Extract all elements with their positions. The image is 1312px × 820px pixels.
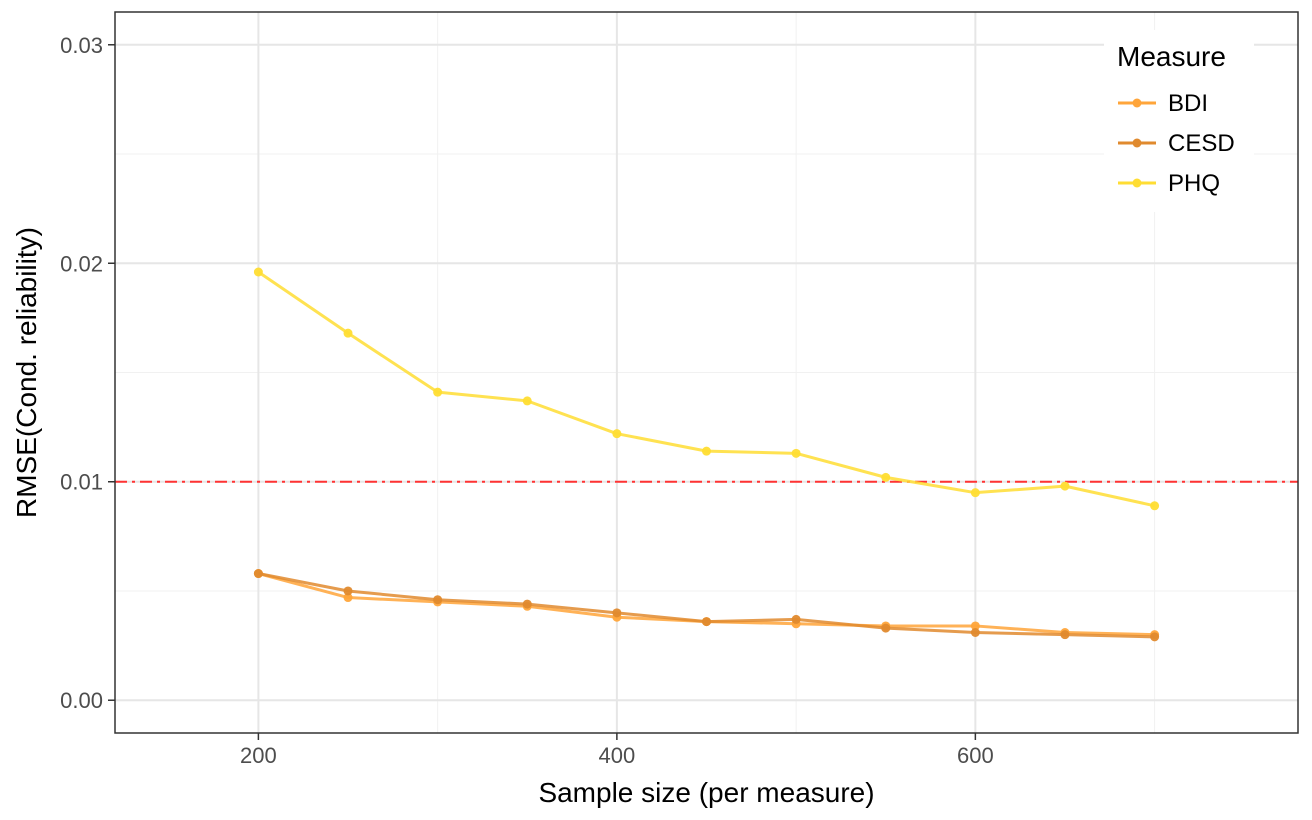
data-point-cesd bbox=[791, 614, 801, 624]
series-lines bbox=[253, 267, 1160, 642]
series-bdi bbox=[253, 569, 1160, 640]
data-point-phq bbox=[702, 446, 711, 456]
y-tick-label: 0.01 bbox=[60, 470, 103, 495]
data-point-phq bbox=[522, 396, 532, 406]
legend-key-point-bdi bbox=[1132, 98, 1142, 108]
data-point-phq bbox=[253, 267, 263, 277]
legend-key-point-cesd bbox=[1132, 138, 1142, 148]
data-point-phq bbox=[433, 387, 443, 397]
plot-panel-border bbox=[114, 11, 1299, 734]
data-point-cesd bbox=[1060, 630, 1070, 640]
data-point-cesd bbox=[1150, 632, 1160, 642]
data-point-cesd bbox=[612, 608, 622, 618]
data-point-phq bbox=[343, 328, 353, 338]
x-tick-label: 600 bbox=[957, 743, 994, 768]
y-tick-label: 0.00 bbox=[60, 688, 103, 713]
legend-item-phq: PHQ bbox=[1118, 170, 1220, 197]
data-point-cesd bbox=[433, 595, 443, 605]
data-point-phq bbox=[1150, 501, 1160, 511]
legend-item-bdi: BDI bbox=[1118, 90, 1208, 117]
y-tick-label: 0.02 bbox=[60, 251, 103, 276]
series-line-cesd bbox=[258, 572, 1155, 639]
series-line-phq bbox=[257, 270, 1155, 508]
data-point-phq bbox=[612, 429, 622, 439]
legend-title: Measure bbox=[1117, 41, 1226, 72]
data-point-bdi bbox=[343, 593, 353, 603]
legend-item-cesd: CESD bbox=[1118, 130, 1235, 157]
data-point-phq bbox=[970, 488, 980, 498]
data-point-cesd bbox=[343, 586, 353, 596]
legend: Measure BDI CESD PHQ bbox=[1104, 30, 1254, 212]
data-point-phq bbox=[881, 472, 891, 482]
data-point-cesd bbox=[702, 617, 711, 627]
data-point-bdi bbox=[970, 621, 980, 631]
axes: 200 400 600 0.00 0.01 0.02 0.03 bbox=[60, 33, 994, 768]
legend-key-point-phq bbox=[1132, 178, 1142, 188]
data-point-cesd bbox=[522, 599, 532, 609]
legend-label-cesd: CESD bbox=[1168, 130, 1235, 157]
legend-label-bdi: BDI bbox=[1168, 90, 1208, 117]
data-point-phq bbox=[791, 448, 801, 458]
y-tick-label: 0.03 bbox=[60, 33, 103, 58]
series-phq bbox=[253, 267, 1160, 511]
data-point-cesd bbox=[881, 623, 891, 633]
y-axis-title: RMSE(Cond. reliability) bbox=[11, 227, 42, 518]
data-point-cesd bbox=[253, 569, 263, 579]
legend-items: BDI CESD PHQ bbox=[1118, 90, 1235, 197]
x-axis-title: Sample size (per measure) bbox=[538, 777, 874, 808]
x-tick-label: 400 bbox=[599, 743, 636, 768]
data-point-cesd bbox=[970, 627, 980, 637]
x-tick-label: 200 bbox=[240, 743, 277, 768]
legend-label-phq: PHQ bbox=[1168, 170, 1220, 197]
data-point-phq bbox=[1060, 481, 1070, 491]
series-cesd bbox=[253, 569, 1160, 642]
